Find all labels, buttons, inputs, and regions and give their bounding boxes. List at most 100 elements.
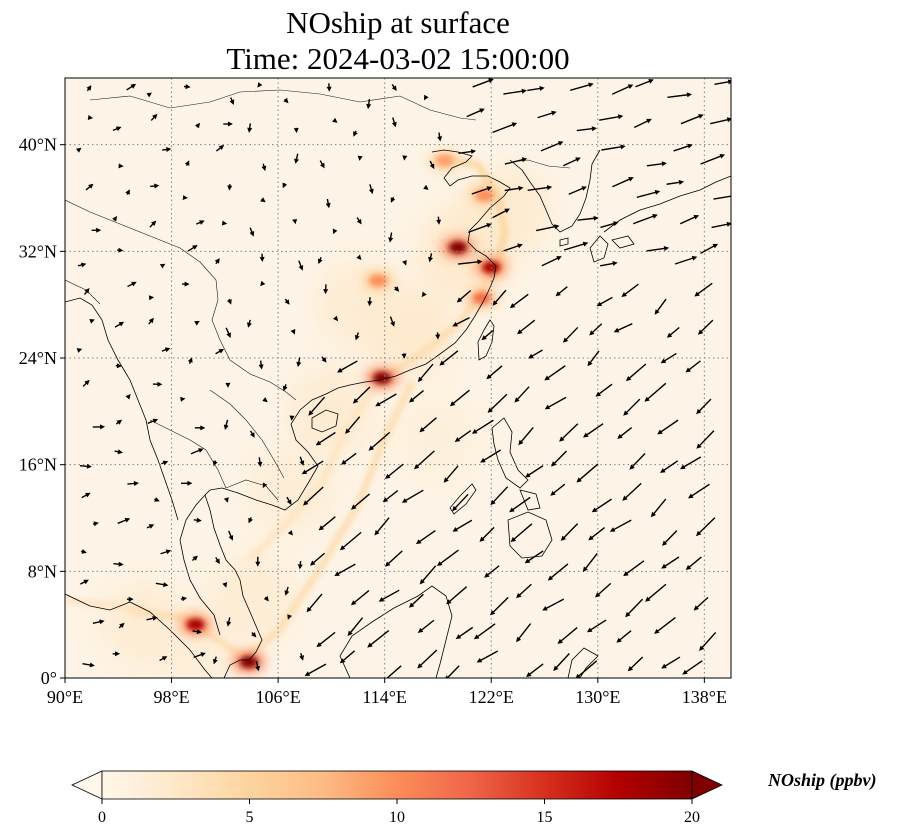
wind-arrow-328 xyxy=(696,517,716,537)
wind-arrow-247 xyxy=(536,224,560,232)
wind-arrow-47 xyxy=(148,295,155,301)
wind-arrow-235 xyxy=(516,623,532,643)
wind-arrow-149 xyxy=(351,493,370,510)
wind-arrow-100 xyxy=(247,319,252,328)
wind-arrow-73 xyxy=(226,617,232,627)
island-jeju xyxy=(559,237,569,247)
axis-ticks: 90°E 98°E 106°E 114°E 122°E 130°E 138°E 0° 8°N 16… xyxy=(19,135,727,707)
wind-arrow-190 xyxy=(435,332,441,340)
wind-arrow-7 xyxy=(92,424,106,430)
wind-arrow-170 xyxy=(375,393,397,407)
wind-arrow-111 xyxy=(297,561,303,570)
wind-arrow-322 xyxy=(680,114,704,125)
wind-arrow-231 xyxy=(504,157,528,165)
wind-arrow-341 xyxy=(714,79,731,85)
wind-arrow-147 xyxy=(334,563,356,576)
border-cambodia xyxy=(225,479,279,501)
wind-arrow-118 xyxy=(290,329,296,335)
hotspot-core-4 xyxy=(472,292,491,304)
wind-arrow-194 xyxy=(423,184,429,190)
wind-arrow-201 xyxy=(436,549,459,566)
wind-arrow-255 xyxy=(547,563,569,581)
wind-arrow-92 xyxy=(263,596,269,602)
wind-arrow-17 xyxy=(86,85,92,92)
wind-arrow-82 xyxy=(225,327,231,338)
wind-arrow-165 xyxy=(385,550,403,567)
wind-arrow-22 xyxy=(117,517,131,524)
wind-arrow-90 xyxy=(255,660,260,672)
wind-arrow-34 xyxy=(112,126,122,132)
wind-arrow-280 xyxy=(589,323,603,336)
wind-arrow-102 xyxy=(259,253,265,262)
wind-arrow-56 xyxy=(180,596,188,602)
wind-arrow-326 xyxy=(693,596,709,611)
wind-arrow-116 xyxy=(282,384,288,392)
colorbar-tick-label-2: 10 xyxy=(389,809,405,826)
tick-label-lat-0: 0° xyxy=(41,668,57,688)
wind-arrow-229 xyxy=(492,208,510,219)
wind-arrow-55 xyxy=(192,629,202,635)
wind-arrow-67 xyxy=(196,220,205,225)
map-frame xyxy=(64,77,732,679)
wind-arrow-272 xyxy=(595,582,612,598)
wind-arrow-154 xyxy=(354,332,360,341)
wind-arrow-87 xyxy=(216,144,225,152)
wind-arrow-239 xyxy=(509,496,531,513)
wind-arrow-197 xyxy=(424,94,429,101)
wind-arrow-26 xyxy=(125,394,131,400)
wind-arrow-250 xyxy=(537,110,557,119)
tick-label-lat-1: 8°N xyxy=(28,561,57,581)
wind-arrow-54 xyxy=(193,652,206,659)
wind-arrow-28 xyxy=(114,321,125,328)
wind-arrow-308 xyxy=(645,583,667,602)
wind-arrow-334 xyxy=(697,319,714,335)
wind-arrow-113 xyxy=(286,496,292,505)
wind-arrow-290 xyxy=(625,598,644,618)
wind-arrow-304 xyxy=(633,118,652,129)
wind-arrow-182 xyxy=(409,593,424,608)
wind-arrow-25 xyxy=(115,419,122,425)
wind-arrow-209 xyxy=(456,289,472,303)
wind-arrow-217 xyxy=(473,623,496,640)
wind-arrow-193 xyxy=(436,216,442,225)
wind-arrow-88 xyxy=(223,121,233,127)
wind-arrow-44 xyxy=(152,381,163,387)
wind-arrow-11 xyxy=(83,288,90,295)
colorbar-tick-label-4: 20 xyxy=(684,809,700,826)
wind-arrow-176 xyxy=(390,196,396,203)
border-thailand xyxy=(149,419,227,489)
wind-arrow-12 xyxy=(77,262,87,268)
wind-arrow-129 xyxy=(310,552,325,566)
wind-arrow-33 xyxy=(118,163,124,169)
wind-arrow-186 xyxy=(414,450,435,470)
wind-arrow-221 xyxy=(490,486,509,506)
wind-arrow-20 xyxy=(126,596,134,602)
wind-arrow-42 xyxy=(161,460,169,466)
wind-arrow-330 xyxy=(680,456,702,470)
wind-arrow-268 xyxy=(576,126,597,132)
wind-arrow-188 xyxy=(409,390,424,403)
wind-arrow-97 xyxy=(249,430,255,438)
wind-arrow-18 xyxy=(112,651,121,657)
wind-arrow-256 xyxy=(560,523,579,541)
wind-arrow-232 xyxy=(492,122,518,134)
wind-arrow-288 xyxy=(627,656,644,672)
wind-arrow-207 xyxy=(439,350,459,366)
wind-arrow-340 xyxy=(710,117,731,125)
wind-arrow-38 xyxy=(155,582,169,588)
wind-arrow-36 xyxy=(159,656,168,662)
wind-arrow-3 xyxy=(80,549,87,554)
wind-arrow-27 xyxy=(115,363,122,369)
border-himalaya xyxy=(65,199,219,301)
wind-arrow-234 xyxy=(526,663,544,677)
wind-arrow-50 xyxy=(150,183,160,189)
wind-arrow-321 xyxy=(673,143,693,152)
wind-arrow-84 xyxy=(214,258,220,265)
wind-arrow-74 xyxy=(222,582,228,588)
wind-arrow-167 xyxy=(382,490,399,503)
wind-arrow-86 xyxy=(227,184,233,191)
wind-arrow-139 xyxy=(332,228,338,235)
wind-arrow-72 xyxy=(212,656,218,665)
wind-arrow-132 xyxy=(301,460,324,475)
wind-arrow-110 xyxy=(284,586,290,596)
